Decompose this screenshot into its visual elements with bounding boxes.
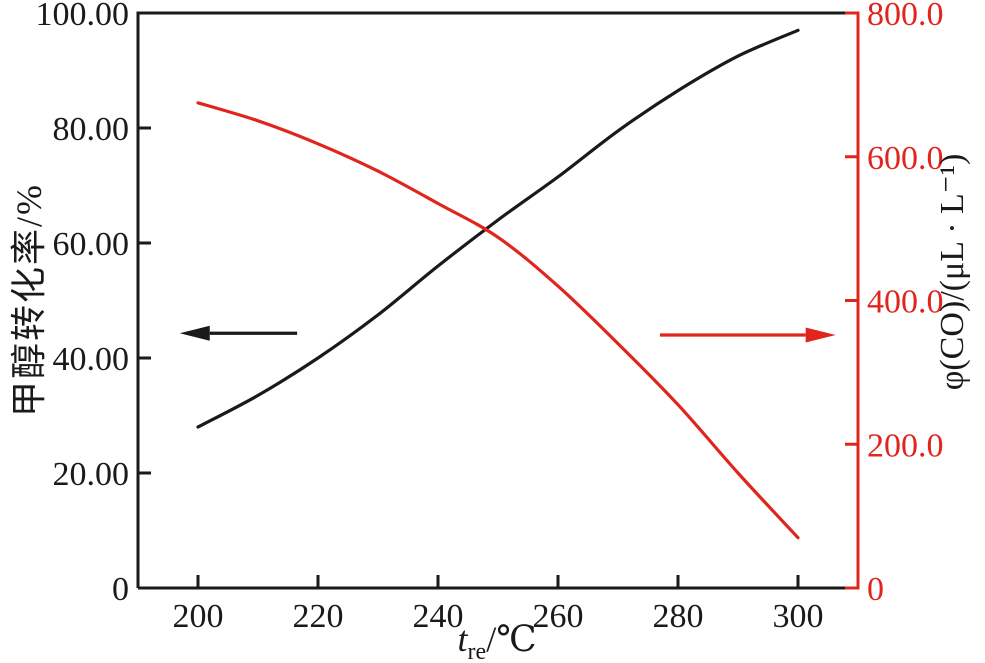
co-concentration-curve: [196, 101, 800, 540]
x-axis-symbol: t: [457, 619, 468, 659]
x-tick-label-280: 280: [653, 598, 704, 635]
x-tick-label-300: 300: [773, 598, 824, 635]
conversion-curve: [196, 28, 800, 429]
x-tick-label-240: 240: [413, 598, 464, 635]
left-y-tick-label-100: 100.00: [36, 0, 130, 33]
right-y-tick-label-800: 800.0: [867, 0, 944, 33]
x-axis-title: tre/℃: [458, 618, 537, 663]
left-y-tick-label-0: 0: [112, 571, 129, 608]
right-y-tick-label-0: 0: [867, 571, 884, 608]
x-axis-subscript: re: [467, 639, 487, 663]
left-y-axis-title: 甲醇转化率/%: [9, 183, 49, 417]
right-y-tick-label-600: 600.0: [867, 140, 944, 177]
left-y-tick-label-60: 60.00: [53, 226, 130, 263]
right-y-axis-title: φ(CO)/(μL · L⁻¹): [934, 153, 971, 391]
left-y-tick-label-80: 80.00: [53, 111, 130, 148]
left-y-tick-label-20: 20.00: [53, 456, 130, 493]
x-axis-unit: /℃: [486, 619, 537, 659]
right-axis-arrow-head: [805, 327, 836, 343]
left-y-tick-label-40: 40.00: [53, 341, 130, 378]
x-tick-label-260: 260: [533, 598, 584, 635]
x-tick-label-200: 200: [173, 598, 224, 635]
right-y-tick-label-200: 200.0: [867, 427, 944, 464]
right-y-tick-label-400: 400.0: [867, 284, 944, 321]
x-tick-label-220: 220: [293, 598, 344, 635]
left-axis-arrow-head: [179, 325, 210, 341]
